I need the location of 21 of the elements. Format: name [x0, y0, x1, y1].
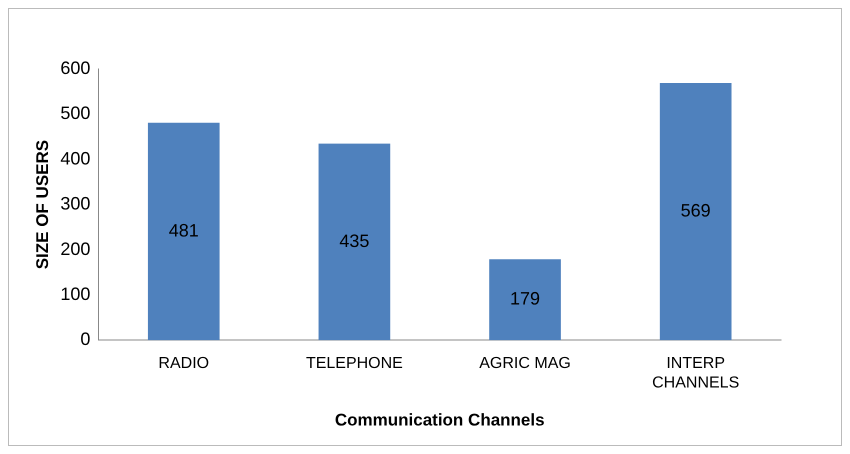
- x-tick-label: RADIO: [158, 355, 210, 372]
- y-axis-title: SIZE OF USERS: [32, 140, 52, 270]
- x-axis-title: Communication Channels: [334, 410, 545, 430]
- bar: [318, 144, 390, 340]
- data-label: 435: [339, 230, 370, 251]
- bar: [489, 259, 561, 340]
- x-tick-label: TELEPHONE: [306, 355, 403, 372]
- x-tick-label: INTERP CHANNELS: [652, 355, 740, 392]
- x-tick-label: AGRIC MAG: [479, 355, 571, 372]
- y-tick-label: 400: [60, 148, 90, 168]
- y-tick-label: 500: [60, 103, 90, 124]
- y-tick-label: 100: [60, 284, 90, 304]
- y-tick-label: 300: [60, 194, 90, 214]
- data-label: 179: [510, 288, 540, 309]
- bar: [660, 83, 732, 340]
- y-tick-label: 200: [60, 238, 90, 259]
- data-label: 569: [680, 200, 711, 221]
- y-tick-label: 0: [80, 329, 90, 350]
- y-tick-label: 600: [60, 58, 90, 78]
- data-label: 481: [168, 220, 199, 240]
- bar: [148, 122, 220, 340]
